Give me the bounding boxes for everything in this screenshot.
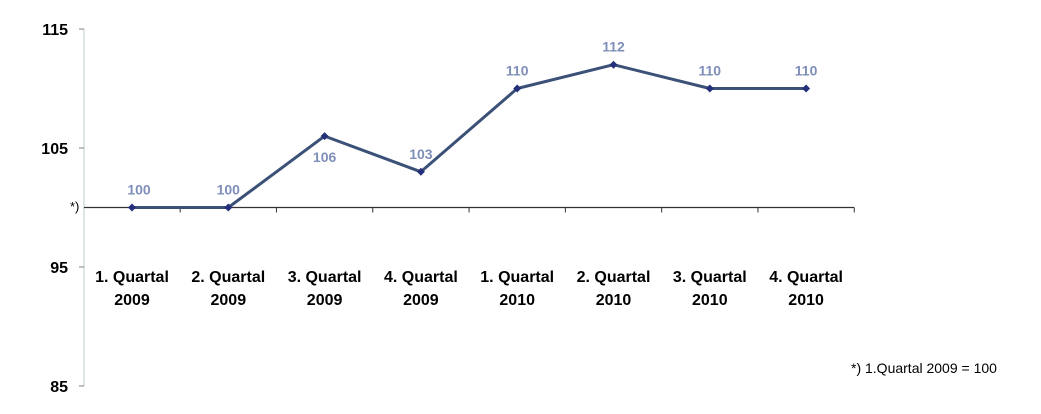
data-label: 110 <box>699 63 722 79</box>
x-axis-marker: *) <box>70 199 79 214</box>
y-tick-label: 115 <box>42 22 68 39</box>
x-tick-label: 2009 <box>211 292 247 309</box>
series-line <box>132 63 807 209</box>
data-point <box>224 203 233 212</box>
data-point <box>802 84 811 93</box>
x-tick-label: 2. Quartal <box>577 269 651 286</box>
data-point <box>609 60 618 69</box>
data-label: 110 <box>506 63 529 79</box>
x-tick-label: 1. Quartal <box>95 269 169 286</box>
y-tick-label: 95 <box>50 260 68 277</box>
x-tick-label: 4. Quartal <box>384 269 458 286</box>
x-tick-label: 2009 <box>307 292 343 309</box>
x-tick-label: 2. Quartal <box>191 269 265 286</box>
x-tick-label: 2010 <box>596 292 632 309</box>
data-point <box>416 167 425 176</box>
data-point <box>320 132 329 141</box>
data-label: 112 <box>602 39 625 55</box>
data-label: 100 <box>127 182 151 198</box>
x-tick-label: 2009 <box>403 292 439 309</box>
x-tick-label: 3. Quartal <box>288 269 362 286</box>
y-tick-label: 85 <box>50 379 68 396</box>
x-tick-label: 2010 <box>692 292 728 309</box>
data-point <box>705 84 714 93</box>
y-tick-label: 105 <box>41 141 68 158</box>
series <box>128 60 811 212</box>
data-label: 110 <box>795 63 818 79</box>
x-tick-label: 1. Quartal <box>480 269 554 286</box>
x-tick-label: 2010 <box>499 292 535 309</box>
x-axis: 1. Quartal 2009 2. Quartal 2009 3. Quartal 20… <box>84 206 855 309</box>
data-label: 100 <box>217 182 241 198</box>
data-label: 103 <box>409 146 433 162</box>
x-tick-label: 4. Quartal <box>769 269 843 286</box>
x-tick-label: 2010 <box>788 292 824 309</box>
x-tick-label: 3. Quartal <box>673 269 747 286</box>
data-label: 106 <box>313 149 337 165</box>
y-axis: 85 95 105 115 <box>41 22 85 396</box>
x-tick-label: 2009 <box>114 292 150 309</box>
data-point <box>513 84 522 93</box>
footnote: *) 1.Quartal 2009 = 100 <box>851 360 997 376</box>
data-labels: 100 100 106 103 110 112 110 110 <box>127 39 817 198</box>
data-point <box>128 203 136 212</box>
